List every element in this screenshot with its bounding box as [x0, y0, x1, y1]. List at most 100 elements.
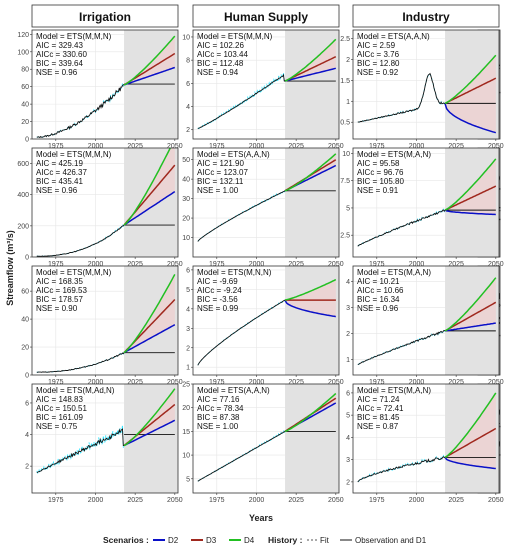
- observation-line: [357, 72, 445, 123]
- scenario-d4-line: [284, 38, 337, 82]
- observation-line: [36, 84, 125, 139]
- y-tick-label: 50: [182, 157, 190, 164]
- column-header-human-supply: Human Supply: [192, 4, 340, 28]
- column-header-label: Industry: [402, 10, 450, 24]
- stats-line: AIC = 2.59: [357, 41, 396, 50]
- stats-line: NSE = 0.75: [36, 422, 78, 431]
- stats-line: AICc = 150.51: [36, 404, 87, 413]
- panel-border: [192, 383, 340, 494]
- x-tick-label: 2000: [88, 143, 104, 150]
- plot-area: [36, 388, 176, 474]
- stats-line: BIC = 178.57: [36, 295, 83, 304]
- y-tick-label: 1.5: [340, 78, 350, 85]
- y-tick-label: 6: [346, 390, 350, 397]
- x-tick-label: 1975: [369, 261, 385, 268]
- stats-line: AIC = 71.24: [357, 395, 400, 404]
- scenario-d4-line: [123, 388, 176, 447]
- stats-line: AICc = 123.07: [197, 168, 248, 177]
- x-tick-label: 1975: [369, 497, 385, 504]
- x-tick-label: 2000: [249, 379, 265, 386]
- y-tick-label: 10: [342, 151, 350, 158]
- y-tick-label: 2.5: [340, 233, 350, 240]
- panel-border: [31, 147, 179, 258]
- y-tick-label: 1: [346, 357, 350, 364]
- plot-area: [36, 274, 176, 373]
- observation-line: [197, 73, 285, 129]
- panel-border: [352, 147, 500, 258]
- stats-line: AIC = 329.43: [36, 41, 83, 50]
- observation-line: [197, 431, 286, 482]
- x-tick-label: 2025: [448, 497, 464, 504]
- y-tick-label: 2: [186, 345, 190, 352]
- y-tick-label: 6: [186, 267, 190, 274]
- stats-line: Model = ETS(A,A,N): [197, 150, 270, 159]
- observation-line: [36, 224, 125, 257]
- y-tick-label: 4: [186, 306, 190, 313]
- stats-line: NSE = 0.91: [357, 186, 399, 195]
- y-axis: 2 4 6: [25, 400, 32, 471]
- stats-line: Model = ETS(M,Ad,N): [36, 386, 115, 395]
- scenario-d2-line: [123, 66, 176, 86]
- y-axis: 5 10 15 20 25: [182, 382, 193, 483]
- y-tick-label: 600: [17, 161, 29, 168]
- fit-line: [197, 72, 285, 130]
- x-tick-label: 2025: [127, 143, 143, 150]
- stats-line: BIC = 87.38: [197, 413, 240, 422]
- x-tick-label: 2025: [288, 497, 304, 504]
- stats-line: Model = ETS(M,M,N): [197, 32, 273, 41]
- scenario-d4-line: [284, 392, 337, 433]
- stats-line: AICc = 3.76: [357, 50, 400, 59]
- y-tick-label: 5: [186, 476, 190, 483]
- y-tick-label: 60: [21, 84, 29, 91]
- stats-line: BIC = 105.80: [357, 177, 404, 186]
- y-tick-label: 10: [182, 453, 190, 460]
- y-tick-label: 200: [17, 223, 29, 230]
- x-tick-label: 2025: [448, 143, 464, 150]
- x-tick-label: 2000: [409, 379, 425, 386]
- x-tick-label: 1975: [209, 379, 225, 386]
- uncertainty-band: [285, 39, 336, 81]
- stats-line: BIC = 112.48: [197, 59, 244, 68]
- stats-line: AIC = 77.16: [197, 395, 240, 404]
- x-axis: 1975 2000 2025 2050: [209, 139, 344, 150]
- y-tick-label: 4: [25, 432, 29, 439]
- stats-line: NSE = 0.90: [36, 304, 78, 313]
- stats-line: Model = ETS(M,N,N): [197, 268, 272, 277]
- y-tick-label: 20: [21, 345, 29, 352]
- stats-line: BIC = 81.45: [357, 413, 400, 422]
- y-tick-label: 2: [186, 127, 190, 134]
- x-tick-label: 2050: [328, 143, 344, 150]
- y-axis: 0 200 400 600: [17, 161, 32, 262]
- y-tick-label: 100: [17, 49, 29, 56]
- y-tick-label: 40: [182, 177, 190, 184]
- stats-line: AIC = 168.35: [36, 277, 83, 286]
- plot-area: [36, 148, 176, 257]
- stats-line: BIC = 435.41: [36, 177, 83, 186]
- scenario-d3-line: [444, 301, 497, 332]
- x-tick-label: 2025: [127, 261, 143, 268]
- y-axis: 2.5 5 7.5 10: [340, 151, 353, 240]
- y-axis: 1 2 3 4 5 6: [186, 267, 193, 372]
- x-tick-label: 2050: [488, 143, 504, 150]
- y-tick-label: 15: [182, 429, 190, 436]
- stats-line: AICc = 169.53: [36, 286, 87, 295]
- x-tick-label: 1975: [48, 379, 64, 386]
- panel-border: [352, 265, 500, 376]
- y-tick-label: 3: [346, 457, 350, 464]
- observation-line: [36, 352, 125, 373]
- x-tick-label: 2050: [167, 497, 183, 504]
- scenario-d4-line: [444, 392, 497, 459]
- scenario-d2-line: [444, 456, 496, 470]
- scenario-d3-line: [444, 185, 497, 211]
- stats-line: NSE = 0.87: [357, 422, 399, 431]
- y-tick-label: 60: [21, 289, 29, 296]
- stats-line: AIC = 425.19: [36, 159, 83, 168]
- stats-line: NSE = 0.96: [36, 186, 78, 195]
- stats-line: BIC = 339.64: [36, 59, 83, 68]
